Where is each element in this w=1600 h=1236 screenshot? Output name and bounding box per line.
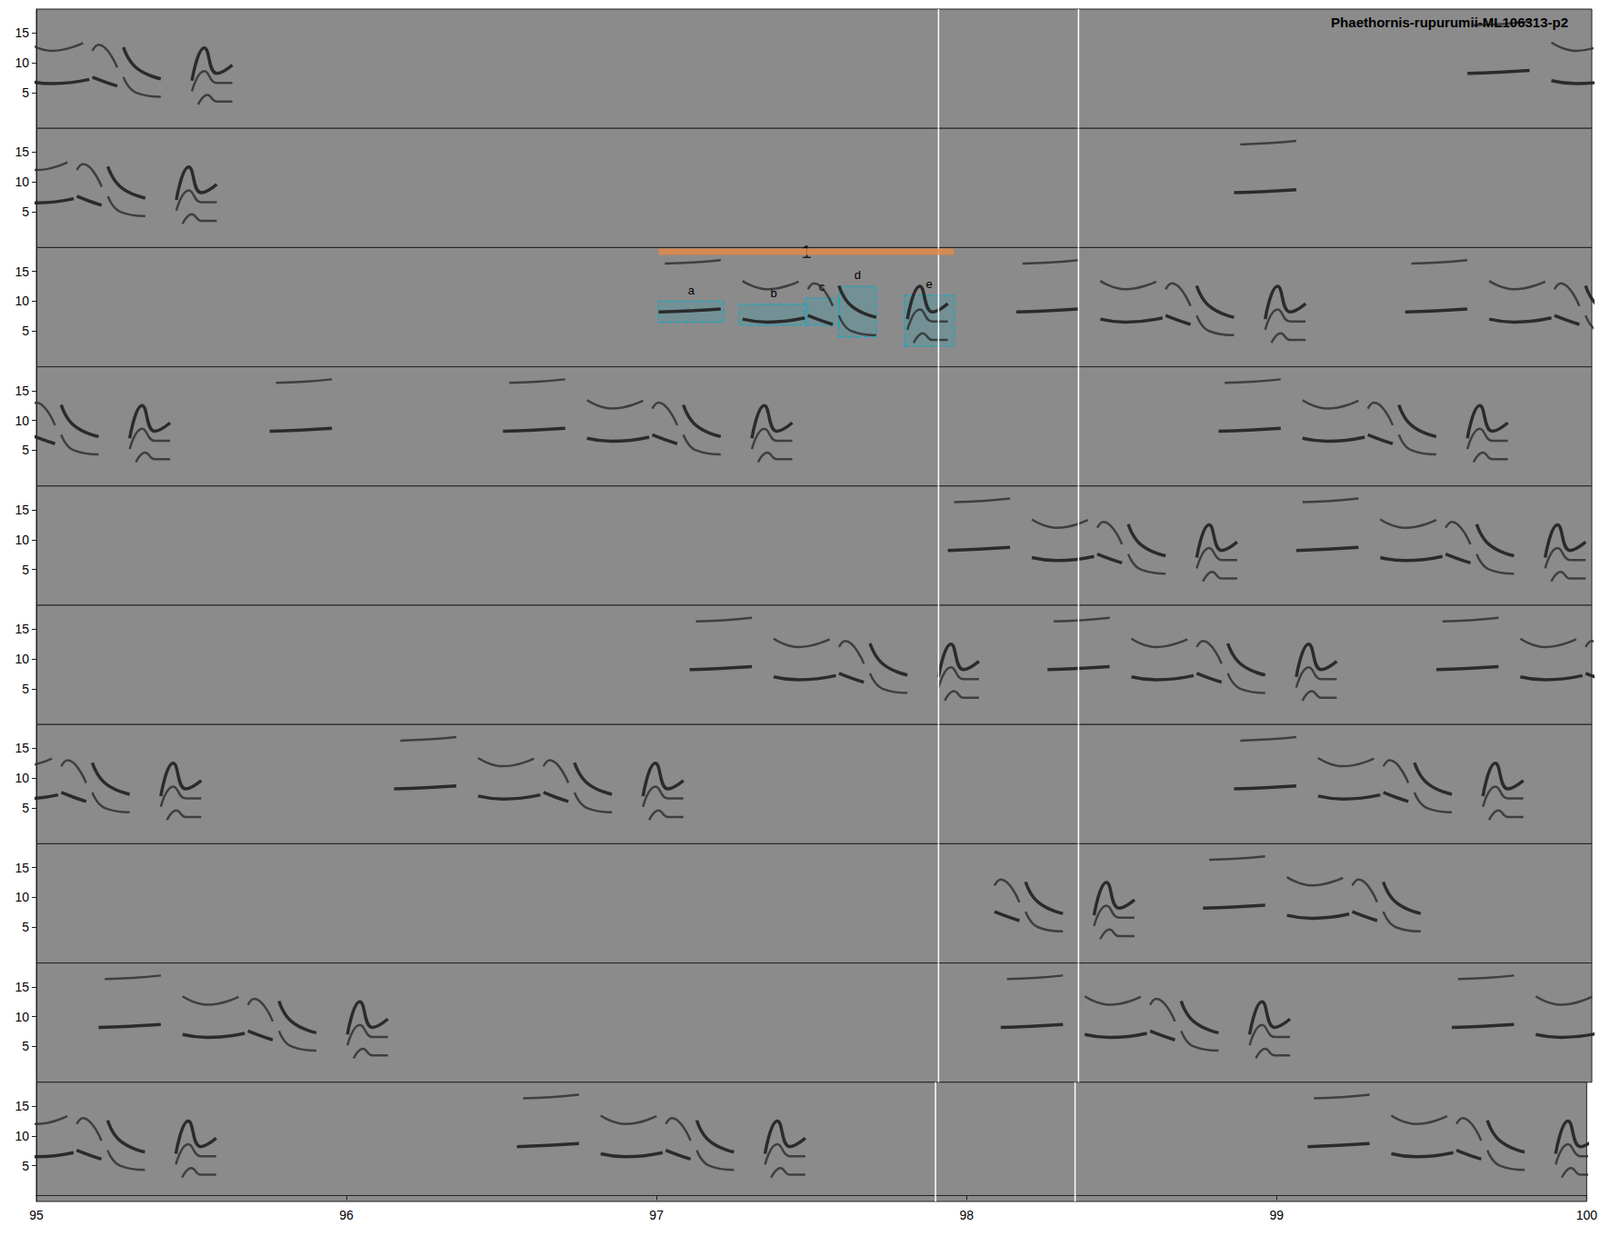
svg-text:5: 5 xyxy=(21,562,30,578)
svg-text:10: 10 xyxy=(14,532,30,548)
svg-text:a: a xyxy=(688,283,696,298)
svg-text:c: c xyxy=(818,280,825,294)
svg-text:95: 95 xyxy=(29,1208,44,1223)
svg-text:15: 15 xyxy=(14,25,30,40)
svg-text:15: 15 xyxy=(14,383,30,399)
svg-text:5: 5 xyxy=(21,920,30,935)
svg-text:15: 15 xyxy=(14,621,30,637)
svg-text:15: 15 xyxy=(14,740,30,756)
svg-text:5: 5 xyxy=(21,85,30,100)
svg-text:5: 5 xyxy=(21,1039,30,1054)
svg-text:5: 5 xyxy=(21,1159,30,1174)
svg-text:15: 15 xyxy=(14,264,30,280)
svg-text:10: 10 xyxy=(14,413,30,429)
svg-text:10: 10 xyxy=(14,651,30,667)
svg-text:5: 5 xyxy=(21,204,30,220)
svg-text:5: 5 xyxy=(21,800,30,816)
svg-text:10: 10 xyxy=(14,55,30,70)
svg-text:15: 15 xyxy=(14,860,30,876)
svg-text:96: 96 xyxy=(339,1208,354,1223)
svg-text:10: 10 xyxy=(14,1010,30,1025)
svg-text:99: 99 xyxy=(1269,1208,1284,1223)
svg-text:15: 15 xyxy=(14,1099,30,1114)
svg-text:Phaethornis-rupurumii-ML106313: Phaethornis-rupurumii-ML106313-p2 xyxy=(1330,14,1569,30)
svg-text:10: 10 xyxy=(14,1129,30,1144)
svg-text:5: 5 xyxy=(21,323,30,339)
svg-text:b: b xyxy=(770,286,777,300)
svg-text:15: 15 xyxy=(14,144,30,160)
svg-text:100: 100 xyxy=(1576,1208,1599,1223)
svg-text:10: 10 xyxy=(14,293,30,309)
svg-text:10: 10 xyxy=(14,890,30,905)
svg-text:15: 15 xyxy=(14,502,30,518)
svg-text:e: e xyxy=(925,277,932,291)
svg-text:d: d xyxy=(854,268,861,282)
svg-text:1: 1 xyxy=(801,241,812,262)
svg-text:10: 10 xyxy=(14,770,30,786)
svg-text:98: 98 xyxy=(959,1208,974,1223)
svg-text:10: 10 xyxy=(14,174,30,190)
svg-text:97: 97 xyxy=(649,1208,664,1223)
svg-text:15: 15 xyxy=(14,980,30,995)
svg-text:5: 5 xyxy=(21,442,30,458)
svg-text:5: 5 xyxy=(21,681,30,697)
